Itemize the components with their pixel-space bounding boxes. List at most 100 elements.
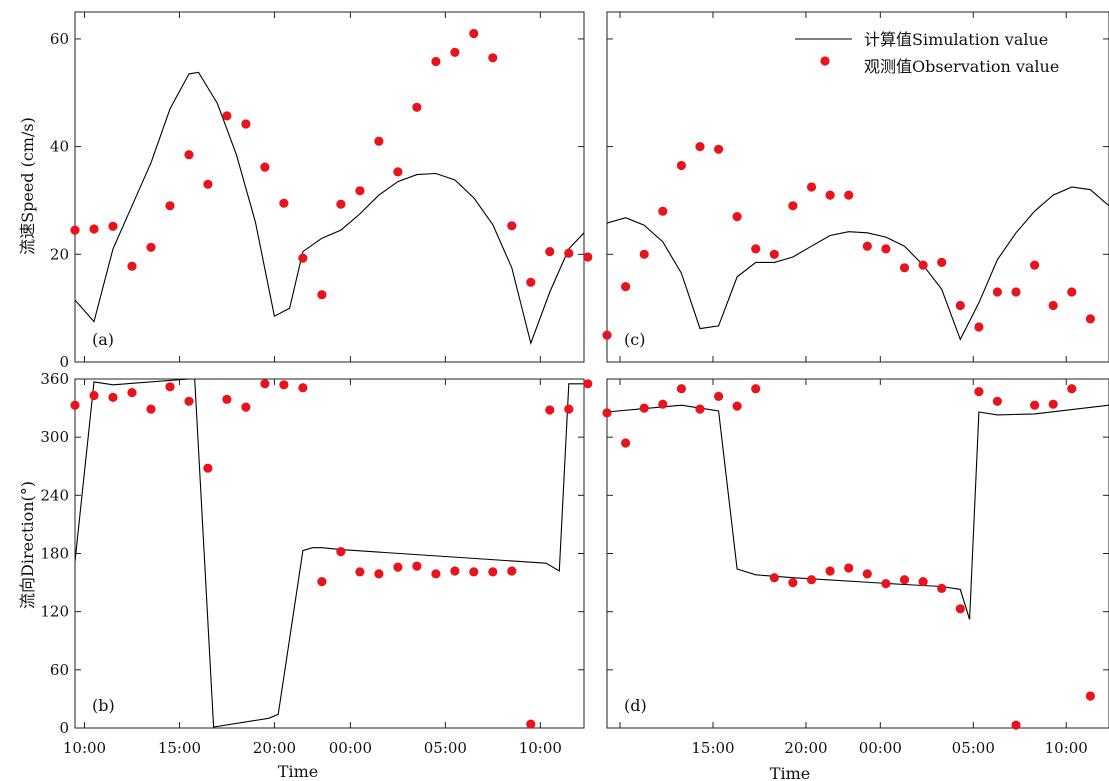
panel-frame-c xyxy=(606,11,1109,363)
observation-point-d xyxy=(602,408,612,418)
observation-point-c xyxy=(992,287,1003,297)
observation-point-a xyxy=(564,248,574,258)
legend-label-observation: 观测值Observation value xyxy=(864,57,1059,76)
observation-point-d xyxy=(658,399,668,409)
x-tick-label-d: 05:00 xyxy=(952,739,995,757)
y-tick-label-b: 180 xyxy=(40,545,69,563)
observation-point-c xyxy=(602,330,612,340)
observation-point-b xyxy=(184,396,194,406)
observation-point-d xyxy=(899,575,910,585)
panel-frame-b xyxy=(74,378,585,729)
observation-point-a xyxy=(241,119,251,129)
observation-point-b xyxy=(241,402,251,412)
observation-point-a xyxy=(336,199,346,209)
observation-point-c xyxy=(1030,260,1040,270)
observation-point-c xyxy=(732,212,742,222)
observation-point-b xyxy=(146,404,156,414)
observation-point-c xyxy=(676,160,687,171)
y-tick-label-b: 300 xyxy=(40,428,69,446)
x-tick-label-d: 10:00 xyxy=(1045,739,1088,757)
observation-point-d xyxy=(676,384,687,394)
observation-point-b xyxy=(203,463,213,473)
observation-point-d xyxy=(844,563,854,573)
observation-point-a xyxy=(583,252,593,262)
y-tick-label-b: 0 xyxy=(59,719,69,737)
observation-point-a xyxy=(393,167,403,177)
observation-point-c xyxy=(1048,300,1058,311)
observation-point-c xyxy=(751,244,761,254)
observation-point-b xyxy=(393,562,403,572)
observation-point-b xyxy=(355,567,365,577)
observation-point-b xyxy=(488,567,498,577)
observation-point-b xyxy=(298,383,308,393)
observation-point-b xyxy=(431,569,441,579)
y-tick-label-b: 240 xyxy=(40,486,69,504)
observation-point-c xyxy=(1067,287,1077,297)
observation-point-a xyxy=(184,150,194,160)
y-tick-label-a: 0 xyxy=(59,353,69,371)
observation-point-b xyxy=(526,719,536,729)
chart-labels: 流速Speed (cm/s) 流向Direction(°) Time Time … xyxy=(18,30,1088,781)
y-axis-title-speed: 流速Speed (cm/s) xyxy=(18,117,37,255)
x-axis-title-right: Time xyxy=(770,764,810,781)
observation-point-a xyxy=(526,277,536,287)
chart-marks xyxy=(70,28,1109,730)
observation-point-a xyxy=(279,198,289,208)
observation-point-b xyxy=(127,388,137,398)
y-tick-label-a: 60 xyxy=(50,30,69,48)
x-tick-label-d: 20:00 xyxy=(784,739,827,757)
observation-point-d xyxy=(788,578,798,588)
legend-label-simulation: 计算值Simulation value xyxy=(864,30,1048,49)
observation-point-a xyxy=(545,247,555,257)
panel-label-c: (c) xyxy=(624,330,645,349)
panel-label-d: (d) xyxy=(624,696,647,715)
observation-point-b xyxy=(89,390,99,401)
observation-point-c xyxy=(639,249,649,259)
legend-point-swatch xyxy=(820,56,830,66)
observation-point-a xyxy=(298,253,308,263)
observation-point-a xyxy=(165,201,175,211)
observation-point-c xyxy=(621,282,631,292)
observation-point-d xyxy=(1011,720,1021,730)
observation-point-b xyxy=(450,566,460,576)
observation-point-d xyxy=(1085,691,1095,701)
simulation-line-c xyxy=(607,186,1109,341)
observation-point-d xyxy=(751,384,761,394)
observation-point-c xyxy=(806,182,817,192)
observation-point-b xyxy=(336,547,346,557)
observation-point-a xyxy=(374,136,384,146)
observation-point-c xyxy=(788,201,798,211)
x-tick-label-d: 15:00 xyxy=(691,739,734,757)
observation-point-b xyxy=(545,405,555,415)
x-tick-label-b: 00:00 xyxy=(329,739,372,757)
x-tick-label-b: 20:00 xyxy=(253,739,296,757)
observation-point-c xyxy=(1085,314,1095,324)
observation-point-a xyxy=(260,162,270,172)
x-axis-title-left: Time xyxy=(278,762,318,781)
observation-point-a xyxy=(355,186,365,196)
observation-point-b xyxy=(469,567,479,577)
observation-point-b xyxy=(412,561,422,571)
observation-point-a xyxy=(89,224,99,234)
observation-point-a xyxy=(469,28,479,39)
observation-point-d xyxy=(621,438,631,448)
observation-point-d xyxy=(732,401,742,411)
panel-frame-a xyxy=(74,11,585,363)
observation-point-c xyxy=(955,300,965,311)
observation-point-b xyxy=(165,382,175,392)
observation-point-b xyxy=(507,566,517,576)
y-tick-label-b: 120 xyxy=(40,603,69,621)
x-tick-label-b: 05:00 xyxy=(424,739,467,757)
panel-label-b: (b) xyxy=(92,696,115,715)
observation-point-c xyxy=(769,249,779,259)
observation-point-d xyxy=(862,569,872,579)
observation-point-c xyxy=(695,142,705,152)
observation-point-b xyxy=(279,380,289,390)
observation-point-a xyxy=(70,225,80,235)
observation-point-d xyxy=(769,573,779,583)
observation-point-a xyxy=(127,261,137,271)
observation-point-b xyxy=(374,569,384,579)
simulation-line-a xyxy=(75,71,584,346)
simulation-line-d xyxy=(607,404,1109,620)
